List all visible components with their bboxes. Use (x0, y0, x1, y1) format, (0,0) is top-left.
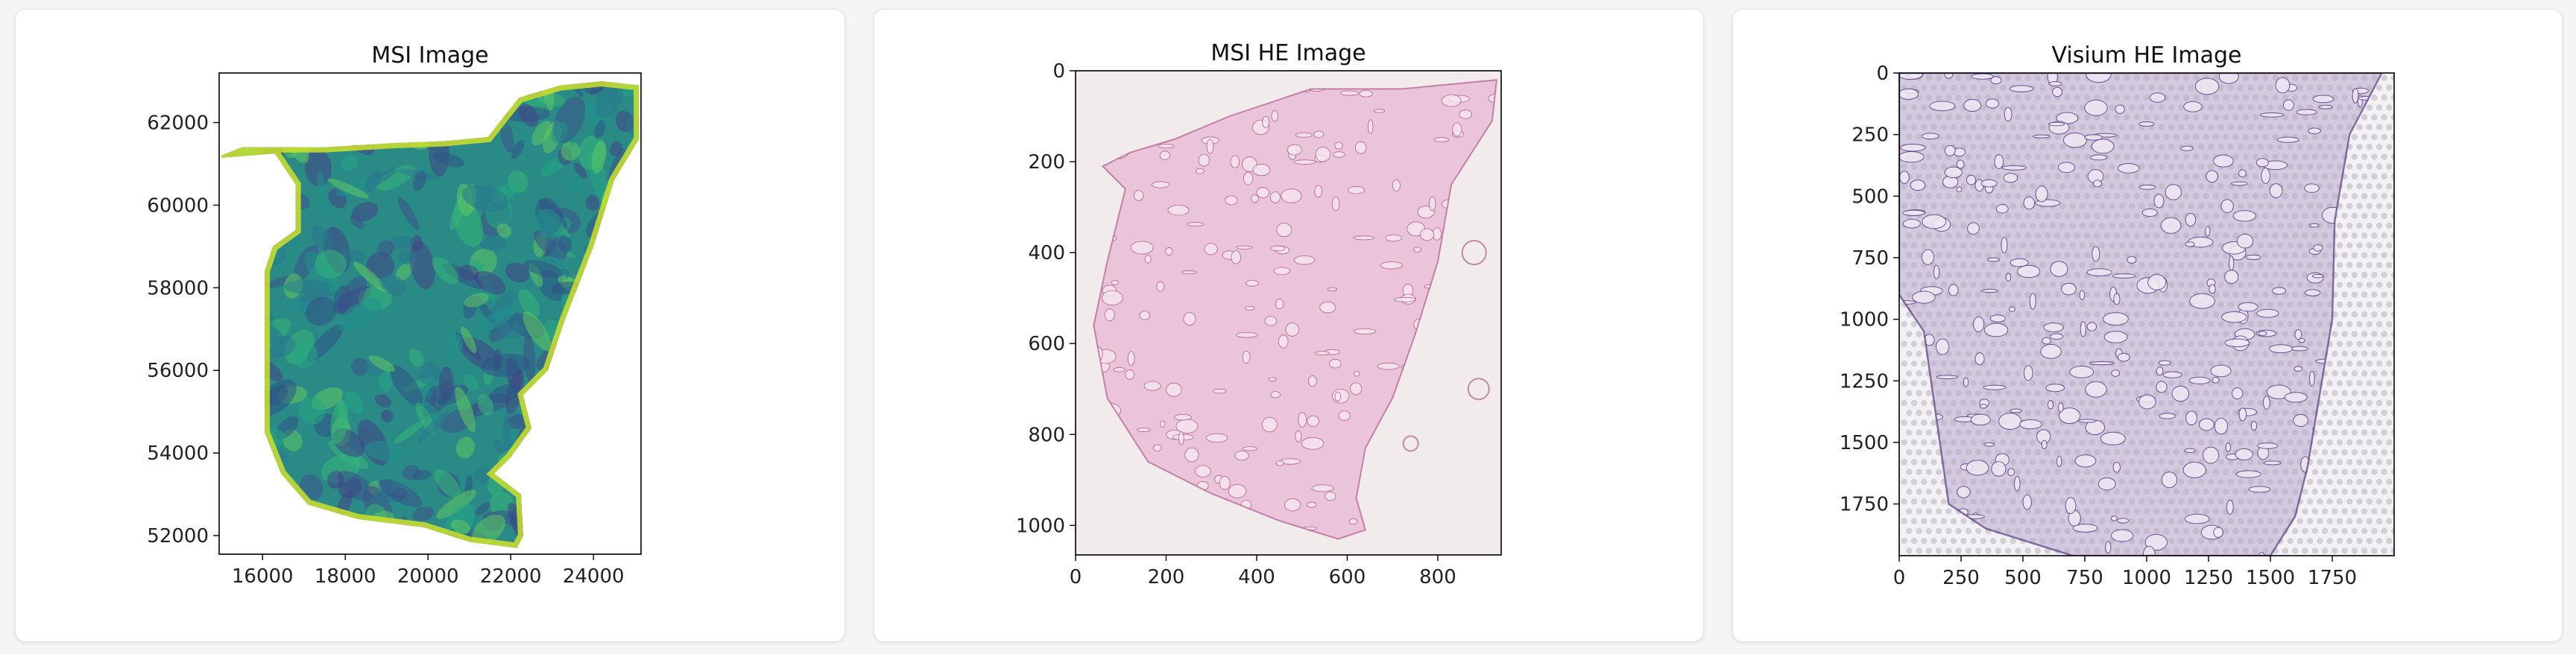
x-tick-label: 24000 (563, 565, 625, 588)
y-tick-label: 56000 (147, 360, 209, 382)
he-tissue-fragment (1467, 378, 1490, 401)
y-tick-label: 250 (1852, 124, 1889, 147)
visium-he-image-card: 0 250 500 750 1000 1250 1500 1750 0 250 500 750 1000… (1732, 9, 2563, 642)
x-tick-label: 22000 (480, 565, 542, 588)
y-tick-label: 500 (1852, 185, 1889, 208)
y-tick-label: 52000 (147, 525, 209, 547)
y-tick-label: 1750 (1840, 494, 1889, 516)
chart-title: MSI HE Image (1210, 40, 1366, 66)
y-tick-label: 54000 (147, 442, 209, 465)
chart-title: MSI Image (371, 42, 488, 69)
x-tick-label: 1750 (2308, 567, 2357, 589)
y-tick-label: 1250 (1840, 370, 1889, 393)
visium-tissue-region (1899, 73, 2382, 556)
chart-title: Visium HE Image (2052, 42, 2242, 69)
x-tick-label: 20000 (397, 565, 459, 588)
x-tick-label: 16000 (232, 565, 294, 588)
x-tick-label: 18000 (315, 565, 376, 588)
x-tick-label: 250 (1942, 567, 1980, 589)
msi-he-image-chart: 0 200 400 600 800 0 200 400 600 800 1000 MSI HE Ima… (1016, 40, 1502, 588)
msi-image-card: 16000 18000 20000 22000 24000 52000 54000 56000… (15, 9, 845, 642)
y-tick-label: 0 (1052, 60, 1065, 83)
y-tick-label: 60000 (147, 194, 209, 217)
msi-image-chart: 16000 18000 20000 22000 24000 52000 54000 56000… (147, 42, 642, 588)
x-tick-label: 0 (1070, 566, 1082, 588)
plot-area (221, 81, 640, 548)
x-tick-label: 1250 (2184, 567, 2233, 589)
x-tick-label: 750 (2066, 567, 2103, 589)
he-tissue-fragment (1402, 435, 1419, 452)
plot-area (1899, 73, 2394, 556)
axes-frame (218, 72, 642, 555)
y-tick-label: 800 (1028, 424, 1065, 446)
y-tick-label: 400 (1028, 242, 1065, 264)
y-tick-label: 58000 (147, 277, 209, 299)
x-tick-label: 400 (1238, 566, 1275, 588)
y-tick-label: 62000 (147, 112, 209, 135)
x-tick-label: 800 (1419, 566, 1456, 588)
y-tick-label: 1000 (1840, 309, 1889, 331)
he-tissue-fragment (1461, 240, 1487, 266)
y-tick-label: 1500 (1840, 432, 1889, 454)
he-tissue-edge (1093, 79, 1498, 540)
y-tick-label: 1000 (1016, 515, 1065, 537)
y-tick-label: 600 (1028, 333, 1065, 355)
plot-area (1076, 71, 1501, 555)
x-tick-label: 1000 (2122, 567, 2171, 589)
y-tick-label: 0 (1876, 63, 1889, 85)
y-tick-label: 750 (1852, 247, 1889, 270)
x-tick-label: 0 (1893, 567, 1906, 589)
y-tick-label: 200 (1028, 151, 1065, 174)
x-tick-label: 1500 (2246, 567, 2295, 589)
x-tick-label: 200 (1148, 566, 1185, 588)
msi-he-image-card: 0 200 400 600 800 0 200 400 600 800 1000 MSI HE Ima… (874, 9, 1704, 642)
axes-frame (1075, 70, 1502, 556)
visium-tissue-edge (1899, 73, 2383, 556)
visium-he-image-chart: 0 250 500 750 1000 1250 1500 1750 0 250 500 750 1000… (1840, 42, 2395, 589)
x-tick-label: 600 (1329, 566, 1366, 588)
x-tick-label: 500 (2004, 567, 2042, 589)
